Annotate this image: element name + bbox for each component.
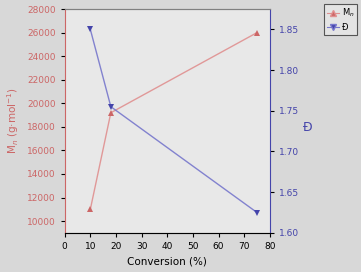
Y-axis label: Đ: Đ	[303, 121, 312, 134]
Legend: M$_n$, Đ: M$_n$, Đ	[324, 4, 357, 35]
Y-axis label: M$_n$ (g·mol$^{-1}$): M$_n$ (g·mol$^{-1}$)	[5, 88, 21, 154]
X-axis label: Conversion (%): Conversion (%)	[127, 256, 207, 267]
